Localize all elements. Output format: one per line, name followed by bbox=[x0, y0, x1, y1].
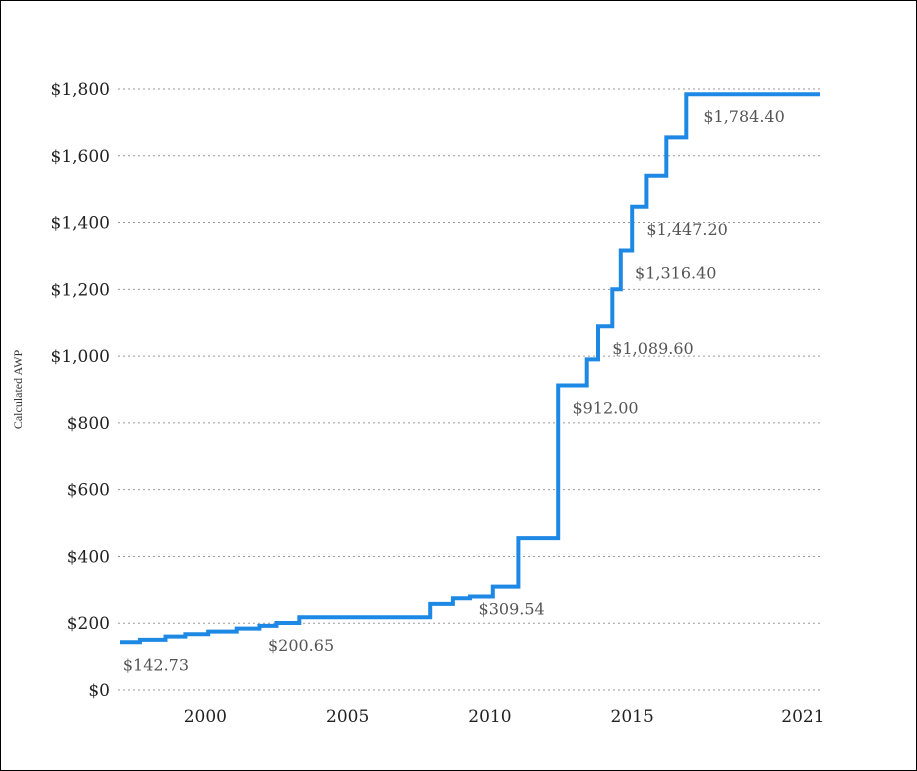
y-tick-label: $1,200 bbox=[51, 280, 110, 300]
x-axis-ticks: 2000 2005 2010 2015 2021 bbox=[184, 707, 825, 727]
x-tick-label: 2000 bbox=[184, 707, 227, 727]
x-tick-label: 2015 bbox=[611, 707, 654, 727]
y-tick-label: $1,800 bbox=[51, 80, 110, 100]
series-layer bbox=[120, 92, 820, 645]
data-label: $1,316.40 bbox=[635, 263, 716, 282]
y-tick-label: $200 bbox=[67, 614, 110, 634]
data-label: $1,089.60 bbox=[612, 339, 693, 358]
data-label: $912.00 bbox=[572, 398, 638, 417]
data-label: $142.73 bbox=[123, 655, 189, 674]
y-tick-label: $600 bbox=[67, 481, 110, 501]
x-tick-label: 2021 bbox=[781, 707, 824, 727]
y-tick-label: $400 bbox=[67, 547, 110, 567]
data-label: $1,447.20 bbox=[646, 220, 727, 239]
data-label: $200.65 bbox=[268, 636, 334, 655]
data-label: $309.54 bbox=[479, 600, 545, 619]
data-label: $1,784.40 bbox=[703, 107, 784, 126]
data-labels: $142.73 $200.65 $309.54 $912.00 $1,089.60 $1,… bbox=[123, 107, 785, 674]
y-tick-label: $1,000 bbox=[51, 347, 110, 367]
y-axis-label: Calculated AWP bbox=[11, 350, 25, 430]
y-tick-label: $800 bbox=[67, 414, 110, 434]
y-tick-label: $1,600 bbox=[51, 147, 110, 167]
x-tick-label: 2010 bbox=[468, 707, 511, 727]
series-line bbox=[120, 92, 820, 645]
x-tick-label: 2005 bbox=[326, 707, 369, 727]
grid-lines bbox=[118, 88, 820, 691]
y-tick-label: $0 bbox=[88, 681, 110, 701]
y-tick-label: $1,400 bbox=[51, 214, 110, 234]
y-axis-ticks: $0 $200 $400 $600 $800 $1,000 $1,200 $1,400 $1,6… bbox=[51, 80, 110, 701]
